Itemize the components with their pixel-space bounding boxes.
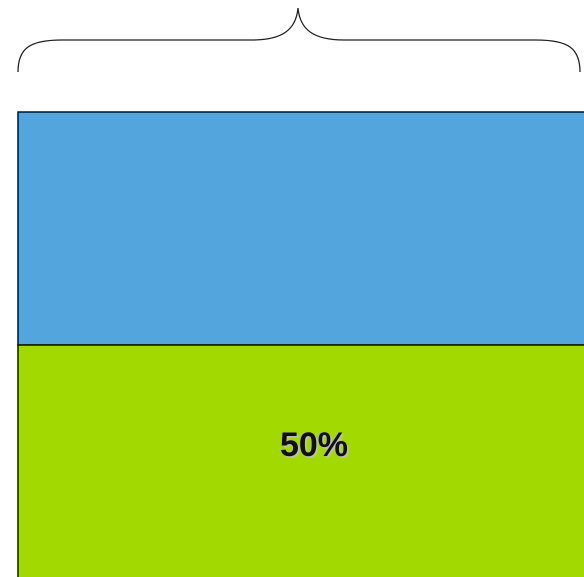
bottom-block xyxy=(17,344,584,577)
label-shadow: 50% xyxy=(282,428,350,466)
block-label: 50% xyxy=(280,426,348,464)
top-block xyxy=(17,111,584,346)
brace xyxy=(17,7,581,73)
